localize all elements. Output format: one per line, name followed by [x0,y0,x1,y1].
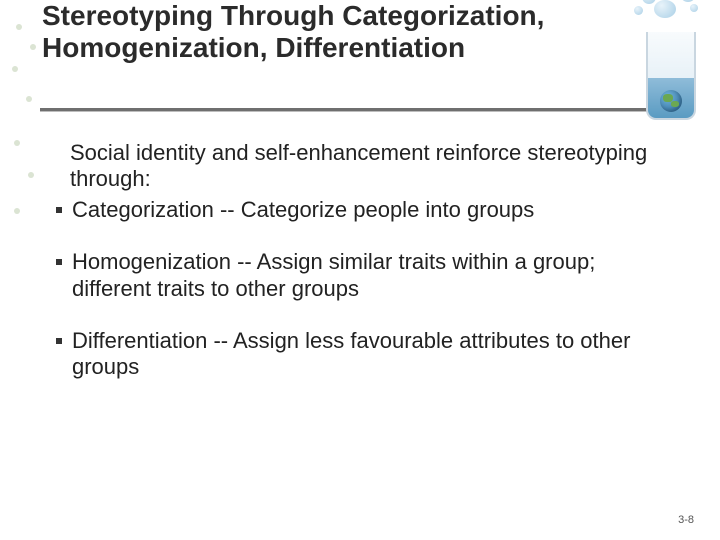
slide: Stereotyping Through Categorization, Hom… [0,0,720,540]
water [648,78,694,118]
slide-title: Stereotyping Through Categorization, Hom… [42,0,582,64]
bullet-marker-icon [56,338,62,344]
bullet-item: Homogenization -- Assign similar traits … [70,249,660,302]
earth-icon [660,90,682,112]
bullet-text: Homogenization -- Assign similar traits … [72,249,595,300]
glass-body [646,32,696,120]
water-glass-icon [638,2,700,122]
page-number: 3-8 [678,514,694,526]
bullet-text: Categorization -- Categorize people into… [72,197,534,222]
bullet-marker-icon [56,259,62,265]
bullet-text: Differentiation -- Assign less favourabl… [72,328,630,379]
bullet-item: Differentiation -- Assign less favourabl… [70,328,660,381]
intro-text: Social identity and self-enhancement rei… [70,140,660,193]
decorative-image [590,0,720,130]
title-underline [40,108,680,111]
decorative-dots [0,0,40,540]
bullet-marker-icon [56,207,62,213]
splash-icon [632,0,710,30]
title-block: Stereotyping Through Categorization, Hom… [42,0,582,64]
bullet-item: Categorization -- Categorize people into… [70,197,660,223]
content-area: Social identity and self-enhancement rei… [70,140,660,407]
